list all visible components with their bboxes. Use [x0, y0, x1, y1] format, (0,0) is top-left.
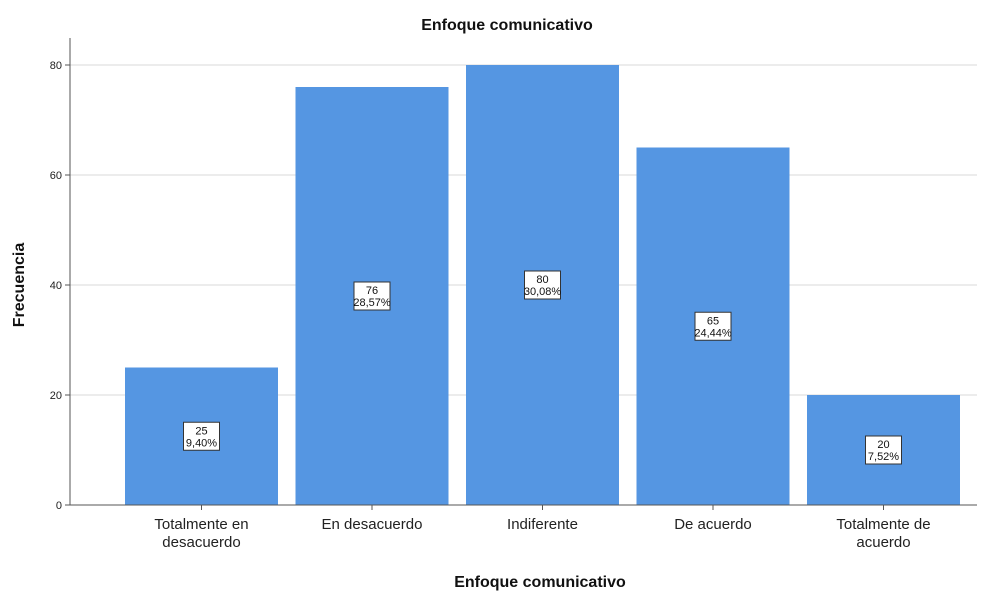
x-tick-label: Totalmente de: [836, 516, 930, 533]
y-tick-label: 60: [50, 170, 62, 182]
y-axis-title: Frecuencia: [11, 243, 28, 328]
x-axis-title: Enfoque comunicativo: [454, 574, 626, 591]
x-tick-label: De acuerdo: [674, 516, 752, 533]
data-label-box: [353, 281, 391, 311]
x-tick-label: Totalmente en: [154, 516, 248, 533]
data-label-box: [694, 311, 732, 341]
data-label-box: [183, 421, 220, 451]
data-label-percent: 28,57%: [353, 297, 391, 309]
data-label-percent: 24,44%: [694, 327, 732, 339]
chart-title: Enfoque comunicativo: [421, 17, 593, 34]
data-label-count: 65: [707, 315, 719, 327]
data-label-percent: 9,40%: [186, 437, 217, 449]
x-tick-label: En desacuerdo: [322, 516, 423, 533]
y-tick-label: 80: [50, 60, 62, 72]
data-label-count: 80: [536, 274, 548, 286]
data-label-box: [524, 270, 561, 300]
y-tick-label: 40: [50, 280, 62, 292]
data-label-percent: 30,08%: [524, 286, 562, 298]
y-tick-label: 0: [56, 500, 62, 512]
data-label-percent: 7,52%: [868, 451, 899, 463]
data-label-count: 25: [195, 425, 207, 437]
data-label-box: [865, 435, 902, 465]
x-tick-label: Indiferente: [507, 516, 578, 533]
x-tick-label: desacuerdo: [162, 534, 240, 551]
data-label-count: 20: [877, 439, 889, 451]
y-tick-label: 20: [50, 390, 62, 402]
data-label-count: 76: [366, 285, 378, 297]
x-tick-label: acuerdo: [856, 534, 910, 551]
